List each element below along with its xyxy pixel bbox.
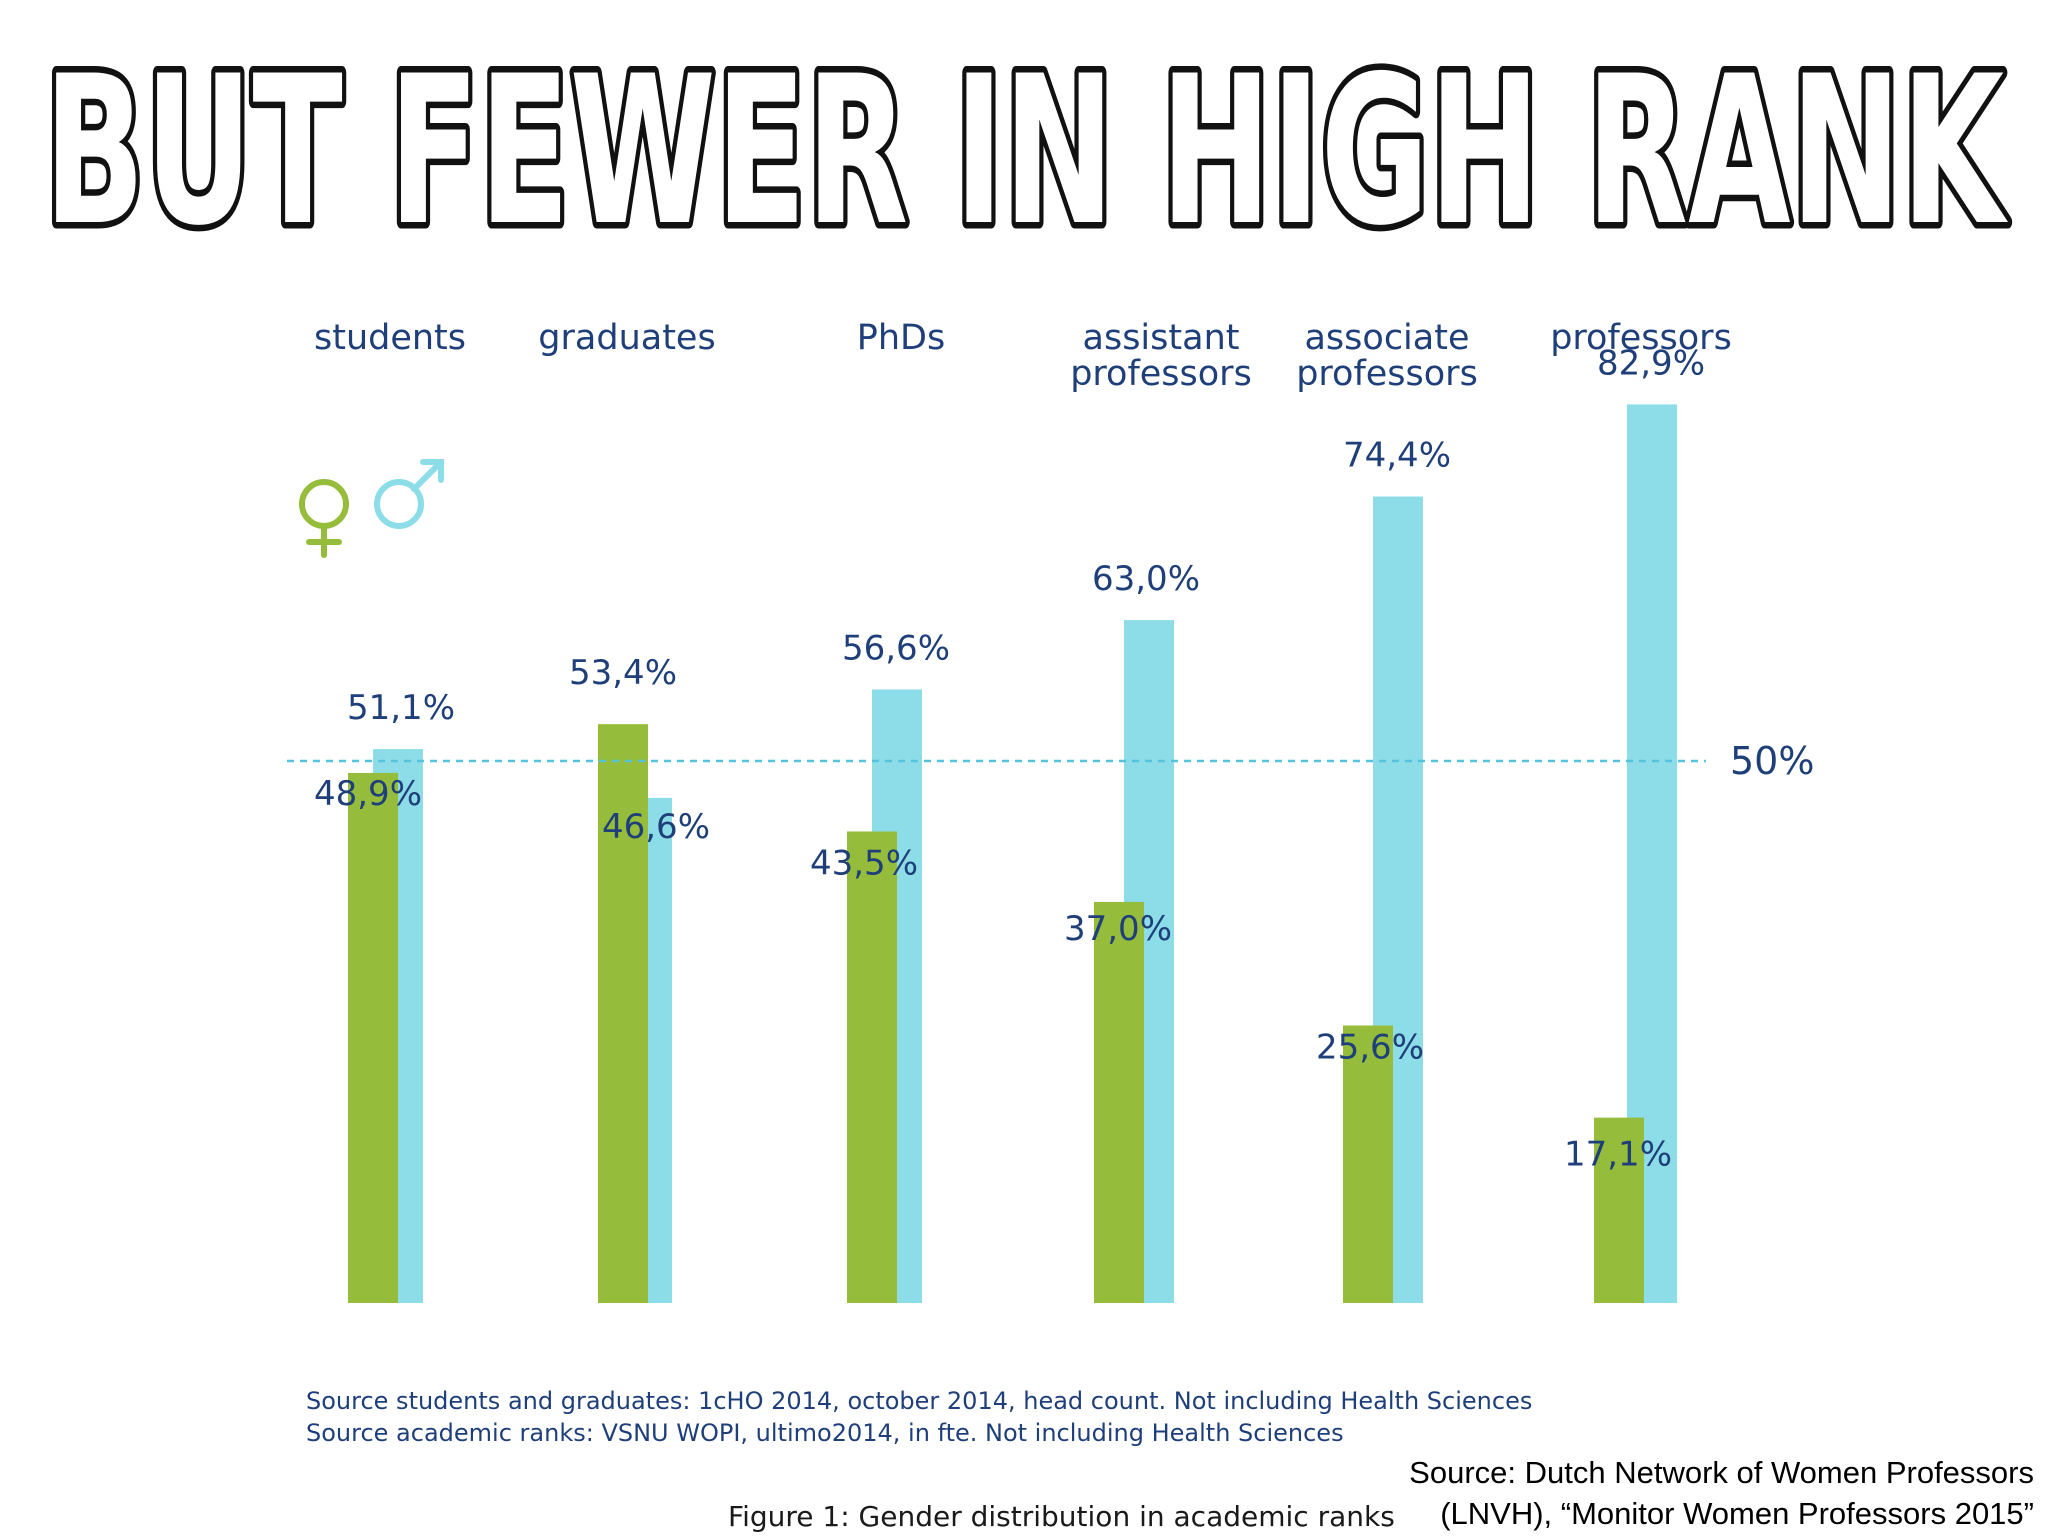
category-label-associate-professors: associate professors bbox=[1296, 318, 1478, 394]
data-label-female: 25,6% bbox=[1316, 1027, 1424, 1067]
legend bbox=[299, 459, 444, 558]
data-labels-layer: 51,1% 48,9% 46,6% 53,4% 56,6% 43,5% 63,0% 37,0%… bbox=[314, 343, 1705, 1174]
data-label-male: 46,6% bbox=[602, 807, 710, 847]
bar-female bbox=[1594, 1117, 1644, 1303]
category-label-assistant-professors: assistant professors bbox=[1070, 318, 1252, 394]
data-label-male: 63,0% bbox=[1092, 559, 1200, 599]
bar-female bbox=[598, 724, 648, 1303]
category-label-students: students bbox=[313, 318, 467, 358]
headline: BUT FEWER IN HIGH RANK bbox=[38, 27, 2016, 251]
data-label-female: 43,5% bbox=[810, 843, 918, 883]
source-credit: Source: Dutch Network of Women Professor… bbox=[1409, 1452, 2034, 1534]
data-label-male: 74,4% bbox=[1343, 436, 1451, 476]
headline-text: BUT FEWER IN HIGH RANK bbox=[44, 33, 2009, 250]
data-label-female: 17,1% bbox=[1564, 1135, 1672, 1175]
data-label-female: 48,9% bbox=[314, 774, 422, 814]
data-label-male: 51,1% bbox=[347, 688, 455, 728]
reference-line-label: 50% bbox=[1730, 739, 1814, 783]
source-notes: Source students and graduates: 1cHO 2014… bbox=[306, 1385, 1532, 1449]
female-symbol-icon bbox=[299, 479, 349, 558]
figure-caption: Figure 1: Gender distribution in academi… bbox=[728, 1500, 1395, 1533]
bar-female bbox=[348, 772, 398, 1303]
bar-female bbox=[1094, 901, 1144, 1303]
bar-female bbox=[1343, 1025, 1393, 1303]
source-note: Source academic ranks: VSNU WOPI, ultimo… bbox=[306, 1419, 1344, 1447]
source-note: Source students and graduates: 1cHO 2014… bbox=[306, 1387, 1533, 1415]
credit-line: (LNVH), “Monitor Women Professors 2015” bbox=[1440, 1496, 2034, 1531]
data-label-female: 37,0% bbox=[1064, 909, 1172, 949]
data-label-male: 56,6% bbox=[842, 628, 950, 668]
reference-line-group: 50% bbox=[287, 739, 1814, 783]
bar-female bbox=[847, 831, 897, 1303]
category-label-professors: professors bbox=[1550, 318, 1732, 358]
data-label-male: 82,9% bbox=[1597, 343, 1705, 383]
credit-line: Source: Dutch Network of Women Professor… bbox=[1409, 1455, 2034, 1490]
category-label-phds: PhDs bbox=[856, 318, 946, 358]
data-label-female: 53,4% bbox=[569, 653, 677, 693]
male-symbol-icon bbox=[374, 459, 444, 529]
category-label-graduates: graduates bbox=[538, 318, 716, 358]
bars-layer bbox=[348, 404, 1677, 1303]
